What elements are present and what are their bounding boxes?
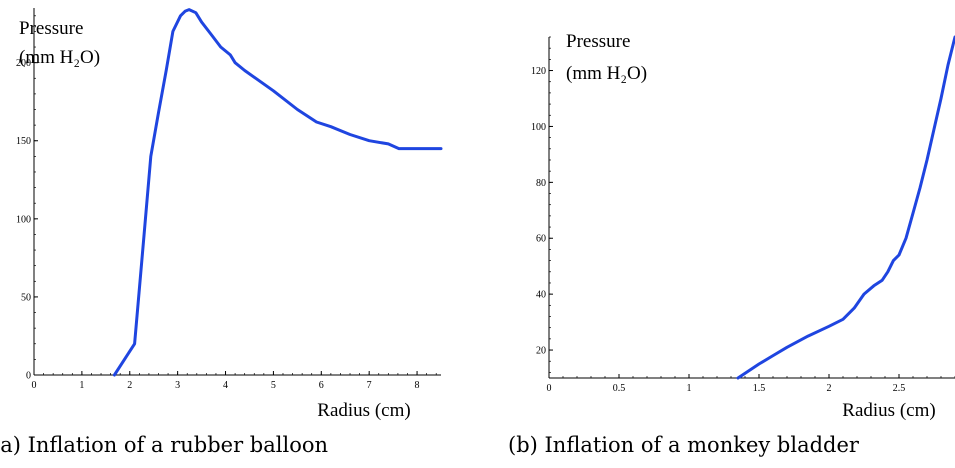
x-tick-label: 2 bbox=[127, 380, 132, 391]
series-line bbox=[736, 35, 955, 380]
x-tick-label: 1 bbox=[79, 380, 84, 391]
x-axis-title: Radius (cm) bbox=[317, 400, 410, 421]
y-tick-label: 100 bbox=[16, 214, 31, 225]
x-tick-label: 5 bbox=[271, 380, 276, 391]
y-tick-label: 50 bbox=[21, 292, 31, 303]
series-line bbox=[112, 8, 443, 377]
x-tick-label: 6 bbox=[319, 380, 324, 391]
y-axis-title-line1: Pressure bbox=[19, 18, 83, 39]
x-tick-label: 3 bbox=[175, 380, 180, 391]
y-tick-label: 0 bbox=[26, 371, 31, 382]
y-axis-title-line2: (mm H₂O) bbox=[566, 63, 647, 84]
y-tick-label: 120 bbox=[531, 66, 546, 77]
y-axis-title-line2: (mm H₂O) bbox=[19, 47, 100, 68]
y-tick-label: 100 bbox=[531, 122, 546, 133]
x-axis-title: Radius (cm) bbox=[842, 400, 935, 421]
x-tick-label: 0 bbox=[547, 383, 552, 394]
x-tick-label: 8 bbox=[415, 380, 420, 391]
chart-panel-a: 0 1 2 3 4 5 6 7 8 0 50 100 150 200 Pressure (mm H₂O) Rad… bbox=[16, 8, 443, 421]
y-tick-label: 200 bbox=[16, 58, 31, 69]
y-tick-label: 150 bbox=[16, 136, 31, 147]
caption-a: (a) Inflation of a rubber balloon bbox=[0, 433, 329, 457]
chart-panel-b: 0 0.5 1 1.5 2 2.5 20 40 60 80 100 120 Pressure (mm H₂… bbox=[531, 31, 955, 421]
x-tick-label: 7 bbox=[367, 380, 372, 391]
caption-b: (b) Inflation of a monkey bladder bbox=[508, 433, 859, 457]
x-tick-label: 4 bbox=[223, 380, 228, 391]
x-tick-label: 1.5 bbox=[753, 383, 766, 394]
x-tick-label: 0 bbox=[32, 380, 37, 391]
x-tick-label: 0.5 bbox=[613, 383, 626, 394]
x-tick-label: 2.5 bbox=[893, 383, 906, 394]
y-tick-label: 40 bbox=[536, 290, 546, 301]
y-tick-label: 20 bbox=[536, 346, 546, 357]
x-tick-label: 2 bbox=[827, 383, 832, 394]
y-tick-label: 80 bbox=[536, 178, 546, 189]
y-axis-title-line1: Pressure bbox=[566, 31, 630, 52]
y-tick-label: 60 bbox=[536, 234, 546, 245]
x-tick-label: 1 bbox=[687, 383, 692, 394]
